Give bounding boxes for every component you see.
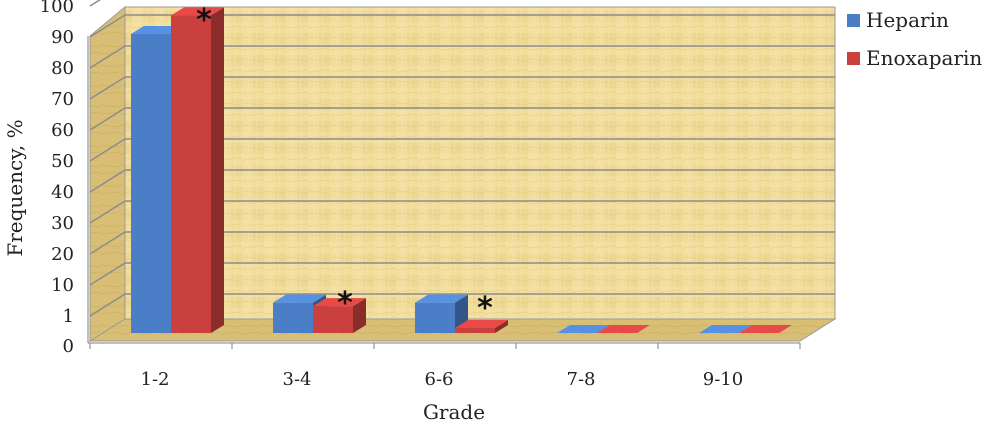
bar-heparin-6-6 — [415, 302, 455, 333]
gridline-side-40 — [89, 169, 126, 193]
bar-heparin-1-2-top — [131, 26, 184, 34]
gridline-side-10 — [89, 262, 126, 286]
bar-enoxaparin-1-2 — [171, 15, 211, 334]
back-wall — [124, 6, 836, 320]
bar-heparin-6-6-top — [415, 294, 468, 303]
significance-asterisk: * — [196, 3, 212, 38]
gridline-side-60 — [89, 107, 126, 131]
gridline-side-90 — [89, 14, 126, 38]
legend-swatch-enoxaparin — [847, 52, 860, 65]
legend-swatch-heparin — [847, 14, 860, 27]
bar-enoxaparin-3-4-top — [313, 298, 366, 307]
y-tick-label: 10 — [51, 275, 74, 296]
y-tick-label: 60 — [51, 120, 74, 141]
y-tick-label: 90 — [51, 27, 74, 48]
bar-enoxaparin-3-4 — [313, 306, 353, 333]
x-tick-label: 6-6 — [425, 369, 454, 390]
annotations: * * * — [196, 3, 493, 326]
gridline-side-80 — [89, 45, 126, 69]
x-tick-label: 9-10 — [703, 369, 743, 390]
bar-enoxaparin-6-6-side — [495, 320, 508, 333]
legend-label-heparin: Heparin — [866, 8, 949, 32]
y-tick-label: 80 — [51, 58, 74, 79]
bar-enoxaparin-6-6 — [455, 328, 495, 333]
gridline-side-70 — [89, 76, 126, 100]
y-axis-title: Frequency, % — [3, 119, 27, 256]
bar-heparin-9-10-top — [699, 325, 752, 333]
x-axis-tick-labels: 1-2 3-4 6-6 7-8 9-10 — [141, 369, 744, 390]
y-tick-label: 70 — [51, 89, 74, 110]
y-tick-label: 0 — [63, 336, 74, 357]
legend: Heparin Enoxaparin — [847, 8, 982, 70]
gridline-side-50 — [89, 138, 126, 162]
x-tick-label: 7-8 — [567, 369, 596, 390]
bar-heparin-7-8-top — [557, 325, 610, 333]
bar-enoxaparin-9-10-top — [739, 325, 792, 333]
legend-label-enoxaparin: Enoxaparin — [866, 46, 982, 70]
bar-heparin-3-4 — [273, 302, 313, 333]
gridline-side-100 — [89, 0, 101, 7]
gridline-side-1 — [89, 293, 126, 317]
x-axis-title: Grade — [423, 400, 485, 424]
bars — [131, 7, 792, 334]
y-axis-tick-labels: 0 1 10 20 30 40 50 60 70 80 90 100 — [40, 0, 74, 357]
gridline-side-30 — [89, 200, 126, 224]
bar-enoxaparin-1-2-side — [211, 7, 224, 334]
y-tick-label: 100 — [40, 0, 74, 17]
bar-enoxaparin-3-4-side — [353, 298, 366, 333]
x-tick-label: 1-2 — [141, 369, 170, 390]
y-tick-label: 30 — [51, 213, 74, 234]
significance-asterisk: * — [337, 286, 353, 321]
significance-asterisk: * — [477, 291, 493, 326]
bar-enoxaparin-6-6-top — [455, 320, 508, 328]
gridlines — [87, 0, 835, 349]
bar-heparin-3-4-top — [273, 294, 326, 303]
y-tick-label: 1 — [63, 306, 74, 327]
x-tick-label: 3-4 — [283, 369, 312, 390]
bar-enoxaparin-7-8-top — [597, 325, 650, 333]
y-tick-label: 20 — [51, 244, 74, 265]
gridline-side-20 — [89, 231, 126, 255]
bar-heparin-1-2 — [131, 34, 171, 333]
y-tick-label: 40 — [51, 182, 74, 203]
y-tick-label: 50 — [51, 151, 74, 172]
bar-enoxaparin-1-2-top — [171, 7, 224, 16]
